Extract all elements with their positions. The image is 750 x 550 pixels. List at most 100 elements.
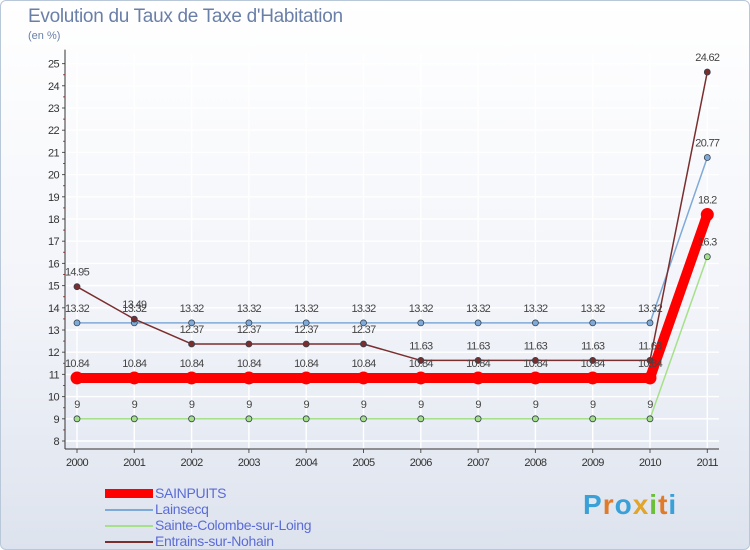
data-point-entrains-sur-nohain [532, 357, 539, 364]
legend-swatch [105, 509, 153, 511]
x-tick-label: 2003 [238, 457, 261, 469]
x-tick-label: 2006 [410, 457, 433, 469]
y-tick-label: 25 [48, 59, 60, 71]
data-point-sainpuits [700, 208, 714, 222]
data-point-sainpuits [357, 371, 370, 385]
data-point-sainte-colombe-sur-loing [589, 415, 597, 423]
data-label-entrains-sur-nohain: 12.37 [294, 324, 319, 336]
data-label-lainsecq: 13.32 [581, 303, 606, 315]
series-line-sainte-colombe-sur-loing [76, 255, 709, 420]
y-tick-label: 16 [48, 258, 60, 270]
y-tick-label: 13 [48, 325, 60, 337]
data-point-sainpuits [242, 371, 256, 385]
data-point-entrains-sur-nohain [245, 340, 253, 348]
y-tick-label: 22 [48, 125, 60, 137]
data-point-lainsecq [417, 319, 425, 327]
proxiti-logo: Proxiti [583, 489, 677, 521]
data-point-sainte-colombe-sur-loing [474, 415, 482, 423]
legend-label: Lainsecq [155, 501, 209, 517]
y-tick-label: 18 [48, 214, 60, 226]
data-label-entrains-sur-nohain: 13.49 [122, 299, 147, 311]
logo-letter: i [649, 489, 659, 520]
y-tick-label: 8 [53, 436, 59, 448]
axes: 8 9 10 11 12 13 14 15 16 17 18 19 20 21 22 23 24 25 2000 20… [48, 49, 719, 469]
data-point-sainte-colombe-sur-loing [302, 415, 310, 423]
data-point-entrains-sur-nohain [360, 340, 367, 348]
legend-label: Sainte-Colombe-sur-Loing [155, 517, 312, 533]
data-label-sainpuits: 10.84 [409, 358, 434, 370]
legend-swatch [105, 525, 153, 527]
x-tick-label: 2002 [181, 457, 204, 469]
logo-letter: i [668, 489, 678, 520]
data-label-sainte-colombe-sur-loing: 9 [303, 399, 309, 411]
x-tick-label: 2009 [582, 457, 605, 469]
data-point-lainsecq [73, 319, 81, 327]
data-point-lainsecq [474, 319, 482, 327]
data-point-sainte-colombe-sur-loing [73, 415, 81, 423]
data-label-sainpuits: 18.2 [698, 195, 717, 207]
data-label-lainsecq: 13.32 [122, 303, 147, 315]
data-label-lainsecq: 13.32 [638, 303, 663, 315]
data-label-sainte-colombe-sur-loing: 9 [132, 399, 138, 411]
data-labels: 13.32 13.32 13.32 13.32 13.32 13.32 13.32 13.32… [65, 52, 721, 411]
data-label-sainpuits: 10.84 [65, 358, 90, 370]
logo-letter: x [632, 489, 650, 520]
y-tick-label: 24 [48, 81, 60, 93]
data-point-entrains-sur-nohain [474, 357, 482, 364]
data-point-lainsecq [703, 154, 711, 161]
data-point-lainsecq [245, 319, 253, 327]
data-point-lainsecq [360, 319, 367, 327]
data-label-sainpuits: 10.84 [638, 358, 663, 370]
logo-letter: t [658, 489, 669, 520]
data-point-sainte-colombe-sur-loing [245, 415, 253, 423]
legend-label: SAINPUITS [155, 485, 227, 501]
data-point-sainpuits [471, 371, 485, 385]
data-point-sainte-colombe-sur-loing [703, 253, 711, 261]
data-point-sainpuits [127, 371, 141, 385]
data-label-lainsecq: 13.32 [237, 303, 262, 315]
data-label-lainsecq: 20.77 [695, 138, 720, 150]
data-label-sainpuits: 10.84 [122, 358, 147, 370]
data-point-lainsecq [646, 319, 654, 327]
data-point-entrains-sur-nohain [130, 315, 138, 323]
data-label-lainsecq: 13.32 [351, 303, 376, 315]
y-tick-label: 12 [48, 347, 60, 359]
data-point-sainpuits [586, 371, 600, 385]
data-label-sainte-colombe-sur-loing: 9 [189, 399, 195, 411]
y-tick-label: 19 [48, 192, 60, 204]
data-label-entrains-sur-nohain: 12.37 [180, 324, 205, 336]
data-label-lainsecq: 13.32 [409, 303, 434, 315]
logo-letter: r [602, 489, 615, 520]
y-tick-label: 17 [48, 236, 60, 248]
data-label-sainte-colombe-sur-loing: 9 [533, 399, 539, 411]
x-tick-label: 2001 [123, 457, 146, 469]
y-axis-unit: (en %) [28, 30, 61, 42]
data-label-lainsecq: 13.32 [523, 303, 548, 315]
grid [65, 53, 719, 449]
data-label-sainpuits: 10.84 [294, 358, 319, 370]
data-point-sainte-colombe-sur-loing [532, 415, 539, 423]
data-label-sainte-colombe-sur-loing: 9 [246, 399, 252, 411]
x-tick-label: 2005 [352, 457, 375, 469]
data-label-sainte-colombe-sur-loing: 9 [590, 399, 596, 411]
data-point-lainsecq [532, 319, 539, 327]
data-label-sainte-colombe-sur-loing: 16.3 [698, 237, 717, 249]
data-label-lainsecq: 13.32 [466, 303, 491, 315]
data-label-sainte-colombe-sur-loing: 9 [361, 399, 367, 411]
x-tick-label: 2011 [697, 457, 719, 469]
y-tick-label: 15 [48, 281, 60, 293]
series-line-entrains-sur-nohain [76, 71, 709, 362]
legend-label: Entrains-sur-Nohain [155, 533, 274, 549]
data-label-sainpuits: 10.84 [581, 358, 606, 370]
data-label-lainsecq: 13.32 [180, 303, 205, 315]
data-label-sainpuits: 10.84 [237, 358, 262, 370]
data-point-sainpuits [528, 371, 542, 385]
data-label-sainpuits: 10.84 [523, 358, 548, 370]
chart-title: Evolution du Taux de Taxe d'Habitation [28, 6, 343, 27]
data-label-entrains-sur-nohain: 24.62 [695, 52, 720, 64]
x-tick-label: 2008 [524, 457, 547, 469]
data-label-sainte-colombe-sur-loing: 9 [418, 399, 424, 411]
data-label-entrains-sur-nohain: 12.37 [351, 324, 376, 336]
logo-letter: P [583, 489, 603, 520]
